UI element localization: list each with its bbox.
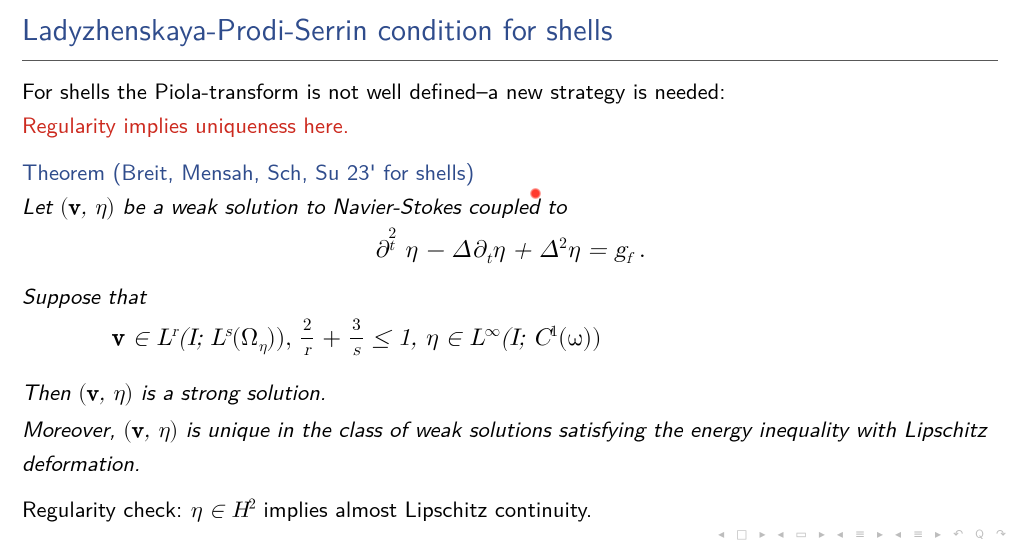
comma-eta-2: , η (99, 383, 125, 405)
regularity-check: Regularity check: η ∈ H2 implies almost … (22, 493, 998, 526)
moreover-prefix: Moreover, (22, 411, 123, 444)
cond-leq: ≤ 1, η ∈ L (364, 326, 485, 350)
frac-2r: 2r (301, 314, 314, 362)
comma-eta-3: , η (144, 420, 170, 442)
frac-plus: + (314, 326, 349, 350)
beamer-nav-bar[interactable]: ◂ □ ▸ ◂ ▭ ▸ ◂ ≡ ▸ ◂ ≡ ▸ ↶ Q ↷ (718, 524, 1010, 542)
theorem-heading: Theorem (Breit, Mensah, Sch, Su 23' for … (22, 156, 998, 186)
pair-close-3: ) (169, 420, 178, 442)
pair-open: ( (60, 197, 69, 219)
v-symbol-3: v (87, 383, 99, 405)
exp-1: 1 (550, 324, 558, 340)
let-prefix: Let (22, 188, 60, 221)
suppose-line: Suppose that (22, 280, 998, 310)
pair-close-2: ) (124, 383, 133, 405)
v-symbol-4: v (132, 420, 144, 442)
cond-p3: )), (267, 326, 300, 350)
reg-suffix: implies almost Lipschitz continuity. (256, 491, 592, 524)
slide-root: Ladyzhenskaya-Prodi-Serrin condition for… (0, 0, 1020, 548)
exp-inf: ∞ (485, 324, 501, 340)
pde-equation: ∂2t η − Δ∂tη + Δ2η = gf . (22, 234, 998, 266)
then-line: Then (v, η) is a strong solution. (22, 376, 998, 409)
title-rule (22, 60, 998, 61)
regularity-condition: v ∈ Lr(I; Ls(Ωη)), 2r + 3s ≤ 1, η ∈ L∞(I… (112, 316, 998, 364)
pair-close: ) (106, 197, 115, 219)
intro-line-2: Regularity implies uniqueness here. (22, 109, 998, 139)
moreover-line: Moreover, (v, η) is unique in the class … (22, 413, 998, 477)
cond-p2: (Ω (232, 326, 259, 350)
let-mid: be a weak solution to Navier-Stokes coup… (115, 188, 567, 221)
intro-line-1: For shells the Piola-transform is not we… (22, 75, 998, 105)
then-suffix: is a strong solution. (133, 374, 326, 407)
pair-open-3: ( (123, 420, 132, 442)
slide-title: Ladyzhenskaya-Prodi-Serrin condition for… (22, 0, 998, 60)
laser-pointer-icon (530, 188, 541, 199)
sub-eta: η (258, 339, 266, 355)
reg-eta: η ∈ H (190, 500, 249, 522)
pair-open-2: ( (78, 383, 87, 405)
pde-dtt: ∂2t η (374, 238, 417, 262)
cond-v-in: ∈ L (125, 326, 172, 350)
reg-prefix: Regularity check: (22, 491, 190, 524)
pde-lap-dt: − Δ∂tη + Δ2η = gf . (417, 238, 646, 262)
comma-eta: , η (80, 197, 106, 219)
cond-p4: (I; C (500, 326, 550, 350)
slide-body: For shells the Piola-transform is not we… (22, 75, 998, 526)
v-symbol-2: v (112, 326, 125, 350)
reg-two: 2 (249, 497, 256, 512)
cond-p5: (ω)) (558, 326, 601, 350)
frac-3s: 3s (350, 314, 363, 362)
then-prefix: Then (22, 374, 78, 407)
v-symbol: v (69, 197, 81, 219)
cond-p1: (I; L (178, 326, 226, 350)
theorem-let: Let (v, η) be a weak solution to Navier-… (22, 190, 998, 223)
